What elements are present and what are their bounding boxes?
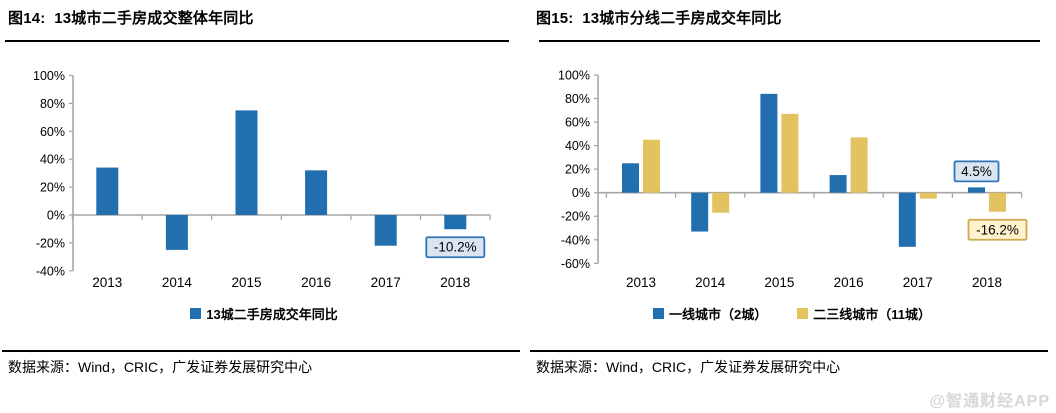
bar-13城二手房成交年同比-2016	[305, 170, 328, 215]
bar-二三线城市（11城）-2015	[781, 113, 799, 193]
bar-13城二手房成交年同比-2018	[444, 215, 467, 230]
bar-13城二手房成交年同比-2017	[374, 215, 397, 246]
figure-15-legend: 一线城市（2城） 二三线城市（11城）	[528, 304, 1056, 323]
figure-14-source-divider	[2, 350, 520, 352]
x-category-label: 2015	[231, 275, 261, 290]
y-tick-label: 40%	[40, 153, 65, 167]
figure-14-title: 图14: 13城市二手房成交整体年同比	[8, 10, 254, 27]
bar-chart-13cities-by-tier: 100% 80% 60% 40% 20% 0% -20% -40% -60% 2013 2014 20…	[558, 69, 1028, 290]
y-tick-label: 20%	[565, 163, 590, 177]
y-tick-label: 40%	[565, 139, 590, 153]
bar-二三线城市（11城）-2016	[850, 137, 868, 193]
data-label-box	[425, 236, 486, 259]
figure-14-title-underline	[5, 40, 509, 42]
y-tick-label: 20%	[40, 181, 65, 195]
x-category-label: 2013	[626, 275, 656, 290]
legend-item: 13城二手房成交年同比	[190, 304, 338, 323]
data-label-box	[967, 218, 1028, 241]
x-category-label: 2014	[695, 275, 726, 290]
x-category-label: 2013	[92, 275, 122, 290]
legend-swatch	[190, 308, 202, 319]
legend-swatch	[653, 308, 664, 319]
data-label-box	[953, 160, 1000, 183]
legend-item: 一线城市（2城）	[653, 304, 767, 323]
bar-二三线城市（11城）-2018	[989, 192, 1006, 212]
figure-14-legend: 13城二手房成交年同比	[0, 304, 528, 323]
figure-15-title-underline	[539, 40, 1040, 42]
bar-一线城市（2城）-2018	[968, 187, 985, 193]
data-label: -10.2%	[434, 240, 477, 255]
bar-二三线城市（11城）-2017	[919, 192, 937, 199]
bar-chart-13cities-overall: 100% 80% 60% 40% 20% 0% -20% -40% 2013 2014 2015 20…	[33, 69, 491, 290]
legend-label: 二三线城市（11城）	[813, 307, 931, 322]
y-tick-label: -20%	[561, 210, 590, 224]
watermark: @智通财经APP	[929, 393, 1050, 410]
y-tick-label: 100%	[33, 69, 65, 83]
figure-15: 图15: 13城市分线二手房成交年同比 100% 80% 60% 40% 20% 0% -2…	[528, 0, 1056, 413]
bar-13城二手房成交年同比-2013	[96, 167, 119, 215]
bar-一线城市（2城）-2014	[691, 192, 709, 232]
legend-item: 二三线城市（11城）	[797, 304, 931, 323]
bar-13城二手房成交年同比-2014	[165, 215, 188, 250]
y-tick-label: 100%	[558, 69, 590, 83]
bar-一线城市（2城）-2016	[829, 175, 847, 193]
y-tick-label: 80%	[40, 97, 65, 111]
data-label: -16.2%	[976, 222, 1019, 237]
y-tick-label: -60%	[561, 257, 590, 271]
y-tick-label: 60%	[565, 116, 590, 130]
figure-15-source-divider	[530, 350, 1048, 352]
bar-13城二手房成交年同比-2015	[235, 110, 258, 215]
y-tick-label: 80%	[565, 92, 590, 106]
figure-14: 图14: 13城市二手房成交整体年同比 100% 80% 60% 40% 20% 0% -2…	[0, 10, 528, 375]
y-tick-label: -40%	[561, 233, 590, 247]
x-category-label: 2016	[834, 275, 864, 290]
x-category-label: 2017	[903, 275, 933, 290]
y-tick-label: -40%	[36, 264, 65, 278]
data-label: 4.5%	[961, 164, 992, 179]
x-category-label: 2014	[162, 275, 193, 290]
legend-swatch	[797, 308, 809, 319]
y-tick-label: 0%	[572, 186, 590, 200]
figure-14-source-note: 数据来源：Wind，CRIC，广发证券发展研究中心	[8, 359, 313, 375]
x-category-label: 2018	[440, 275, 470, 290]
x-category-label: 2016	[301, 275, 331, 290]
x-category-label: 2015	[764, 275, 794, 290]
bar-一线城市（2城）-2017	[898, 192, 916, 247]
y-tick-label: -20%	[36, 236, 65, 250]
figure-15-title: 图15: 13城市分线二手房成交年同比	[536, 10, 782, 27]
bar-一线城市（2城）-2015	[760, 93, 778, 193]
y-tick-label: 60%	[40, 125, 65, 139]
legend-label: 13城二手房成交年同比	[206, 307, 338, 322]
x-category-label: 2017	[371, 275, 401, 290]
bar-一线城市（2城）-2013	[622, 163, 639, 193]
y-tick-label: 0%	[47, 209, 65, 223]
legend-label: 一线城市（2城）	[669, 307, 768, 322]
figure-15-source-note: 数据来源：Wind，CRIC，广发证券发展研究中心	[536, 359, 841, 375]
bar-二三线城市（11城）-2013	[643, 139, 660, 193]
bar-二三线城市（11城）-2014	[712, 192, 730, 213]
x-category-label: 2018	[972, 275, 1002, 290]
